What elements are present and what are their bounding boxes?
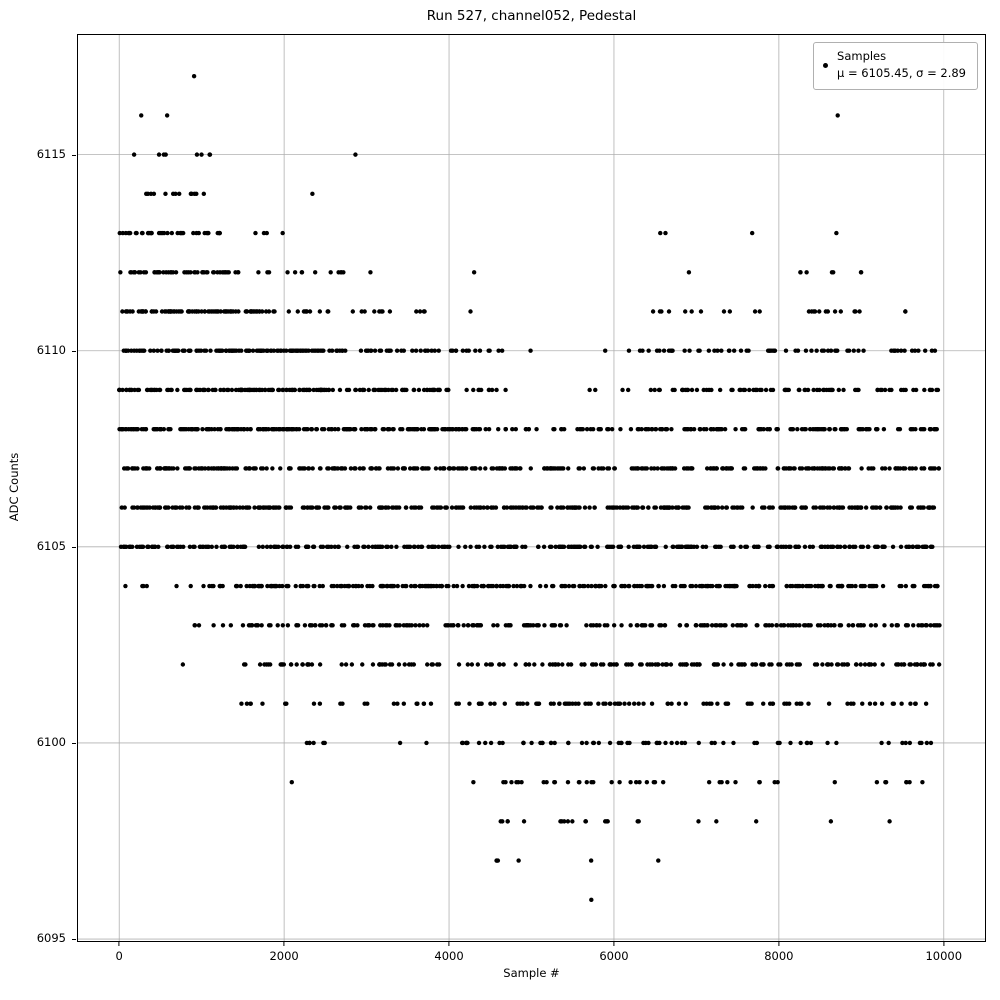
- y-tick-mark: [72, 742, 76, 745]
- legend-stats: μ = 6105.45, σ = 2.89: [837, 66, 966, 81]
- scatter-plot-canvas: [78, 35, 985, 941]
- x-tick-label: 10000: [925, 949, 963, 963]
- x-tick-label: 2000: [269, 949, 299, 963]
- x-tick-mark: [118, 942, 120, 946]
- legend-label-samples: Samples: [837, 49, 887, 63]
- y-tick-label: 6095: [36, 931, 66, 946]
- x-tick-label: 6000: [599, 949, 629, 963]
- x-tick-mark: [283, 942, 285, 946]
- y-tick-label: 6110: [36, 342, 66, 357]
- x-tick-mark: [778, 942, 780, 946]
- y-tick-label: 6100: [36, 734, 66, 749]
- y-axis-label: ADC Counts: [7, 452, 21, 522]
- y-tick-mark: [72, 154, 76, 156]
- y-tick-mark: [72, 350, 76, 352]
- x-axis-label: Sample #: [503, 966, 560, 980]
- plot-area: Samples μ = 6105.45, σ = 2.89: [77, 34, 986, 942]
- x-tick-label: 4000: [434, 949, 464, 963]
- y-tick-mark: [72, 546, 76, 549]
- scatter-marker-icon: [823, 62, 829, 68]
- legend: Samples μ = 6105.45, σ = 2.89: [813, 42, 978, 90]
- y-tick-label: 6105: [36, 538, 66, 553]
- x-tick-label: 8000: [764, 949, 794, 963]
- x-tick-mark: [943, 942, 945, 946]
- chart-title: Run 527, channel052, Pedestal: [426, 8, 637, 24]
- x-tick-label: 0: [115, 949, 123, 963]
- x-tick-mark: [448, 942, 450, 946]
- x-tick-mark: [613, 942, 615, 946]
- legend-text: Samples μ = 6105.45, σ = 2.89: [837, 48, 966, 83]
- y-tick-label: 6115: [36, 146, 66, 161]
- y-tick-mark: [72, 939, 76, 941]
